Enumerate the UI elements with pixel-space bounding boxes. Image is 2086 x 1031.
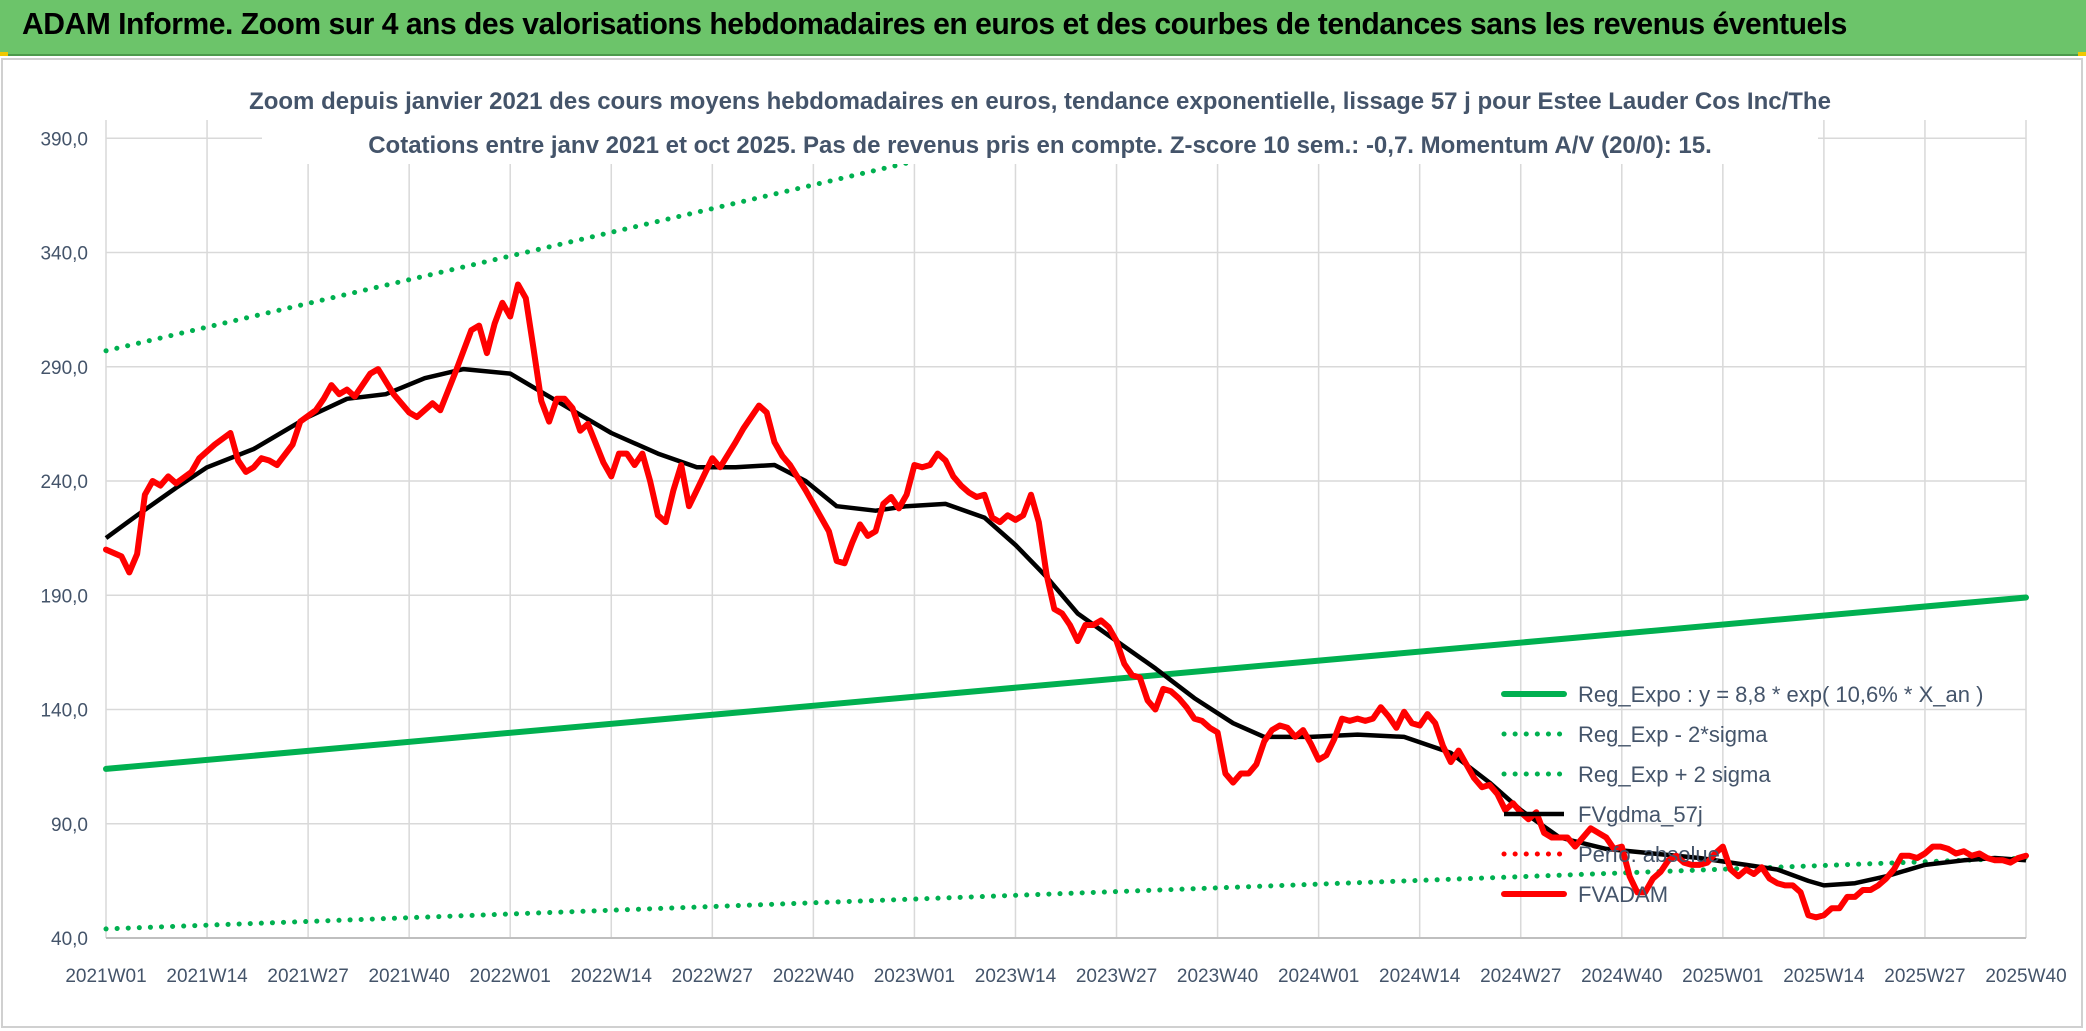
corner-mark-right xyxy=(2078,52,2086,56)
series-fvgdma-57j xyxy=(104,366,2027,888)
x-tick-label: 2023W14 xyxy=(975,966,1057,987)
x-tick-label: 2024W27 xyxy=(1480,966,1561,987)
y-axis: 40,0 90,0 140,0 190,0 240,0 290,0 340,0 390,0 xyxy=(40,129,88,950)
report-header: ADAM Informe. Zoom sur 4 ans des valoris… xyxy=(0,0,2086,56)
x-tick-label: 2023W01 xyxy=(874,966,955,987)
legend: Reg_Expo : y = 8,8 * exp( 10,6% * X_an )… xyxy=(1501,682,1983,907)
chart-title-block: Zoom depuis janvier 2021 des cours moyen… xyxy=(249,74,1831,164)
y-tick-label: 340,0 xyxy=(40,244,88,265)
grid xyxy=(105,120,2027,939)
x-tick-label: 2022W01 xyxy=(470,966,551,987)
chart-subtitle: Cotations entre janv 2021 et oct 2025. P… xyxy=(368,132,1712,159)
x-tick-label: 2022W14 xyxy=(571,966,653,987)
x-tick-label: 2024W01 xyxy=(1278,966,1359,987)
x-tick-label: 2021W01 xyxy=(65,966,146,987)
y-tick-label: 240,0 xyxy=(40,472,88,493)
y-tick-label: 90,0 xyxy=(51,815,88,836)
x-tick-label: 2021W27 xyxy=(267,966,348,987)
x-tick-label: 2024W40 xyxy=(1581,966,1662,987)
legend-label: FVgdma_57j xyxy=(1578,802,1703,827)
legend-label: Reg_Exp + 2 sigma xyxy=(1578,762,1771,787)
legend-label: Reg_Exp - 2*sigma xyxy=(1578,722,1768,747)
legend-label: Reg_Expo : y = 8,8 * exp( 10,6% * X_an ) xyxy=(1578,682,1983,707)
x-tick-label: 2023W40 xyxy=(1177,966,1258,987)
x-tick-label: 2023W27 xyxy=(1076,966,1157,987)
legend-label: Perfo. absolue xyxy=(1578,842,1720,867)
series-reg-expo xyxy=(103,594,2029,772)
chart: 40,0 90,0 140,0 190,0 240,0 290,0 340,0 390,0 2… xyxy=(40,74,2067,987)
x-tick-label: 2024W14 xyxy=(1379,966,1461,987)
x-tick-label: 2025W40 xyxy=(1985,966,2066,987)
plot-area xyxy=(103,120,2029,932)
y-tick-label: 40,0 xyxy=(51,929,88,950)
x-tick-label: 2021W14 xyxy=(166,966,248,987)
x-tick-label: 2025W14 xyxy=(1783,966,1865,987)
series-fvadam xyxy=(103,281,2029,921)
y-tick-label: 140,0 xyxy=(40,701,88,722)
report-title: ADAM Informe. Zoom sur 4 ans des valoris… xyxy=(22,6,1847,41)
series-reg-exp-minus-2sigma xyxy=(103,855,2029,932)
chart-title: Zoom depuis janvier 2021 des cours moyen… xyxy=(249,88,1831,115)
x-tick-label: 2021W40 xyxy=(368,966,449,987)
x-tick-label: 2025W01 xyxy=(1682,966,1763,987)
x-tick-label: 2022W27 xyxy=(672,966,753,987)
legend-label: FVADAM xyxy=(1578,882,1668,907)
x-tick-label: 2022W40 xyxy=(773,966,854,987)
y-tick-label: 290,0 xyxy=(40,358,88,379)
x-axis: 2021W01 2021W14 2021W27 2021W40 2022W01 2022W… xyxy=(65,966,2066,987)
y-tick-label: 390,0 xyxy=(40,129,88,150)
corner-mark-left xyxy=(0,52,8,56)
x-tick-label: 2025W27 xyxy=(1884,966,1965,987)
y-tick-label: 190,0 xyxy=(40,586,88,607)
title-background xyxy=(262,74,1818,164)
